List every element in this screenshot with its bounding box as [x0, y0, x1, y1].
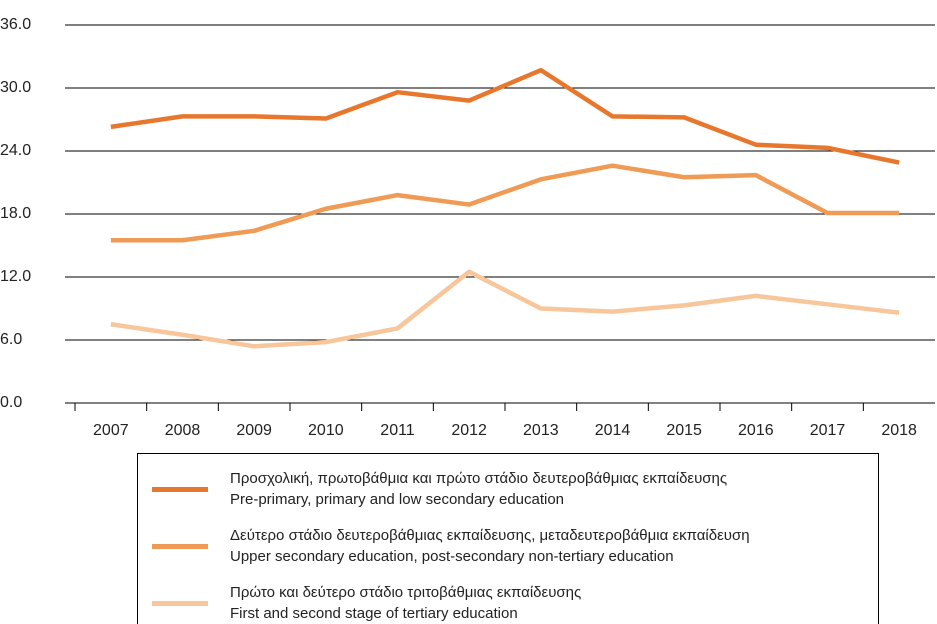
x-tick-label: 2013 [523, 422, 559, 439]
x-tick-label: 2012 [451, 422, 487, 439]
line-series [110, 163, 900, 243]
x-tick-label: 2007 [93, 422, 129, 439]
legend-label: Προσχολική, πρωτοβάθμια και πρώτο στάδιο… [230, 470, 728, 508]
x-tick-label: 2016 [738, 422, 774, 439]
legend-swatch [152, 487, 208, 492]
legend-label: Δεύτερο στάδιο δευτεροβάθμιας εκπαίδευση… [230, 527, 750, 565]
legend-item: Δεύτερο στάδιο δευτεροβάθμιας εκπαίδευση… [138, 523, 878, 573]
y-tick-label: 36.0 [0, 16, 31, 33]
x-tick-label: 2008 [165, 422, 201, 439]
chart: 0.0 6.0 12.0 18.0 24.0 30.0 36.0 2007 2008 2009 20… [0, 16, 935, 439]
y-tick-label: 24.0 [0, 142, 31, 159]
y-tick-label: 30.0 [0, 79, 31, 96]
x-tick-label: 2010 [308, 422, 344, 439]
x-tick-label: 2017 [810, 422, 846, 439]
legend-swatch [152, 544, 208, 549]
x-tick-label: 2011 [380, 422, 415, 439]
line-series [110, 67, 900, 165]
x-tick-label: 2014 [595, 422, 631, 439]
x-tick-label: 2009 [236, 422, 272, 439]
y-tick-label: 18.0 [0, 205, 31, 222]
legend-item: Προσχολική, πρωτοβάθμια και πρώτο στάδιο… [138, 466, 878, 516]
y-tick-label: 6.0 [0, 331, 22, 348]
x-tick-label: 2015 [666, 422, 702, 439]
line-series [110, 269, 900, 349]
y-tick-label: 12.0 [0, 268, 31, 285]
legend-label: Πρώτο και δεύτερο στάδιο τριτοβάθμιας εκ… [230, 584, 582, 622]
legend-swatch [152, 601, 208, 606]
y-tick-label: 0.0 [0, 394, 22, 411]
x-tick-label: 2018 [881, 422, 917, 439]
legend-item: Πρώτο και δεύτερο στάδιο τριτοβάθμιας εκ… [138, 580, 878, 624]
legend: Προσχολική, πρωτοβάθμια και πρώτο στάδιο… [137, 453, 879, 624]
